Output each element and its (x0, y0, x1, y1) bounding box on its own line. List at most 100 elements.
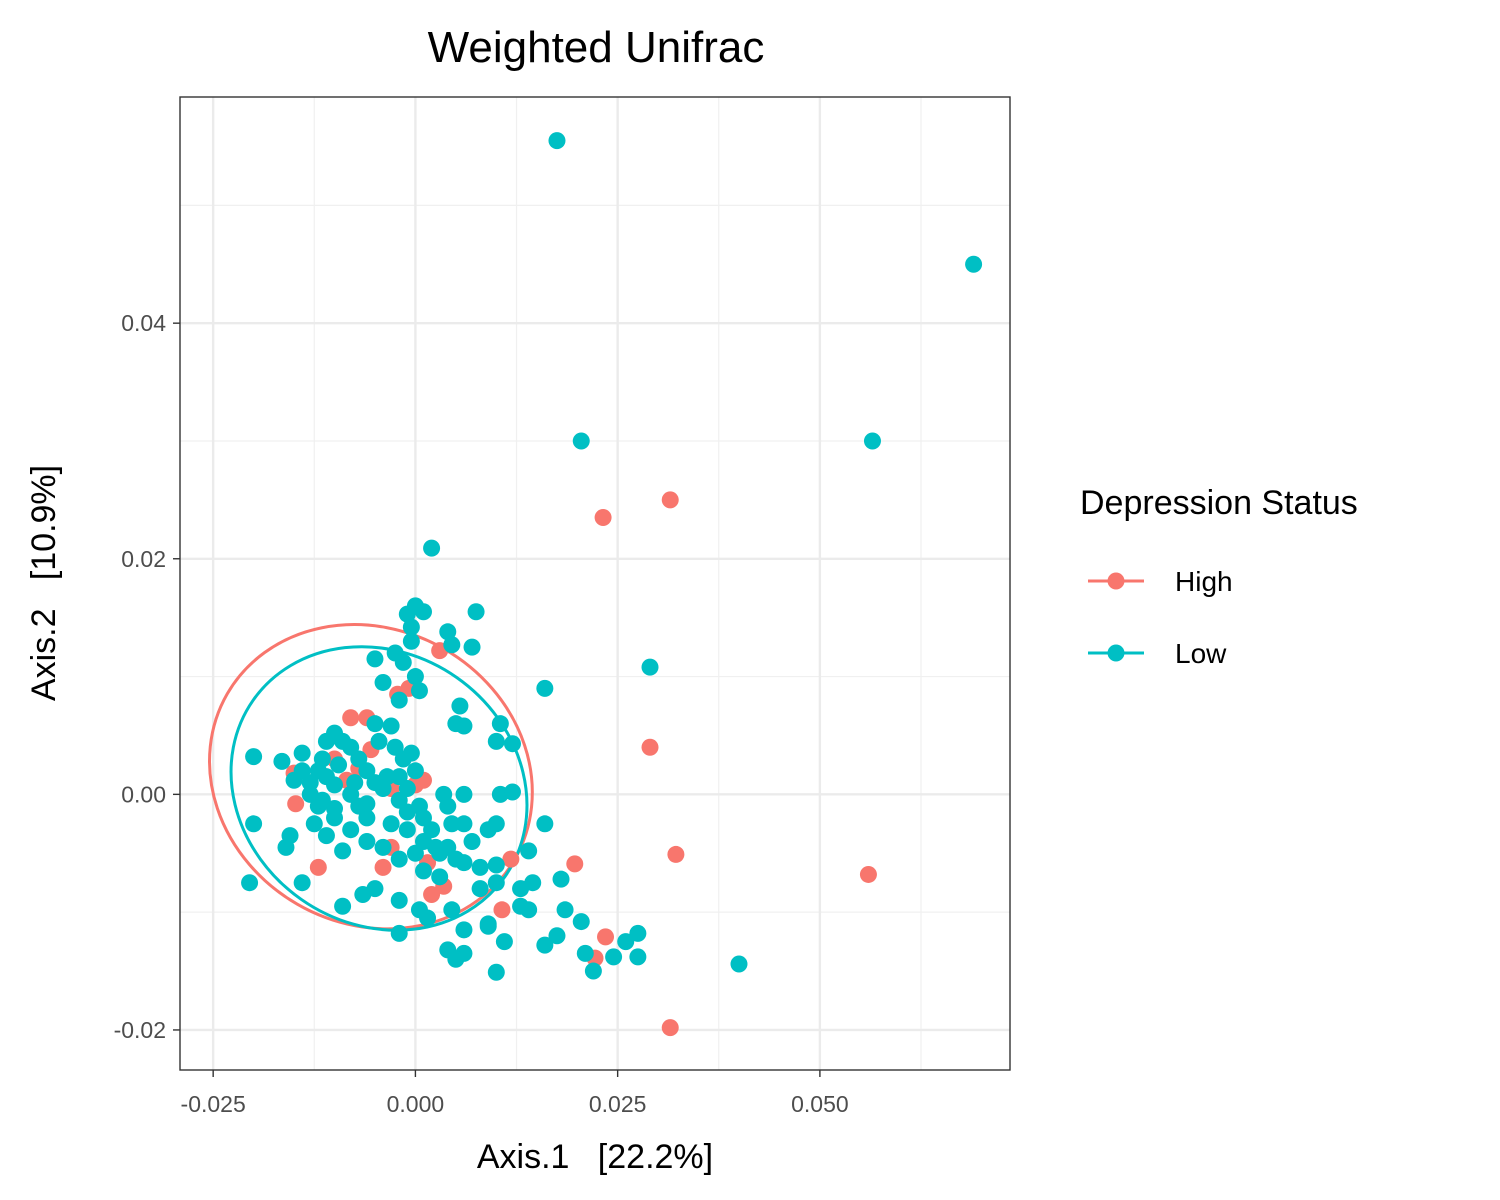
legend-key-point (1107, 644, 1125, 662)
point-low (358, 795, 376, 813)
point-low (629, 924, 647, 942)
point-low (419, 909, 437, 927)
point-low (293, 762, 311, 780)
point-high (661, 1019, 679, 1037)
point-low (390, 891, 408, 909)
point-low (398, 779, 416, 797)
point-low (342, 821, 360, 839)
point-low (374, 838, 392, 856)
point-low (330, 756, 348, 774)
point-high (309, 858, 327, 876)
legend-title: Depression Status (1080, 484, 1358, 522)
point-low (427, 838, 445, 856)
point-low (245, 815, 263, 833)
point-high (493, 901, 511, 919)
point-low (536, 936, 554, 954)
point-low (443, 901, 461, 919)
point-high (859, 865, 877, 883)
point-high (502, 850, 520, 868)
legend-label: High (1175, 566, 1233, 597)
point-low (463, 638, 481, 656)
point-low (370, 732, 388, 750)
point-low (293, 744, 311, 762)
point-low (406, 668, 424, 686)
x-axis-title: Axis.1 [22.2%] (477, 1138, 713, 1176)
point-low (641, 658, 659, 676)
point-low (378, 768, 396, 786)
point-low (447, 950, 465, 968)
point-low (863, 432, 881, 450)
point-low (487, 732, 505, 750)
point-low (443, 815, 461, 833)
point-low (390, 850, 408, 868)
point-low (552, 870, 570, 888)
point-low (313, 750, 331, 768)
point-low (443, 636, 461, 654)
point-low (572, 432, 590, 450)
legend-item-high: High (1088, 566, 1233, 597)
point-low (366, 715, 384, 733)
point-high (287, 795, 305, 813)
point-low (326, 776, 344, 794)
point-low (471, 880, 489, 898)
point-low (410, 682, 428, 700)
point-high (641, 738, 659, 756)
point-high (661, 491, 679, 509)
point-low (358, 832, 376, 850)
point-low (423, 539, 441, 557)
point-low (467, 603, 485, 621)
point-low (406, 597, 424, 615)
point-low (317, 732, 335, 750)
legend-item-low: Low (1088, 638, 1227, 669)
point-low (402, 618, 420, 636)
point-low (730, 955, 748, 973)
x-tick-label: 0.050 (791, 1091, 849, 1117)
point-low (390, 691, 408, 709)
point-low (390, 924, 408, 942)
point-low (455, 815, 473, 833)
point-low (520, 842, 538, 860)
point-low (354, 885, 372, 903)
point-low (366, 650, 384, 668)
point-high (594, 509, 612, 527)
point-low (431, 868, 449, 886)
point-low (402, 632, 420, 650)
y-tick-label: 0.04 (121, 310, 166, 336)
y-axis-title: Axis.2 [10.9%] (25, 465, 63, 701)
ellipse-low (229, 645, 529, 932)
point-low (463, 832, 481, 850)
legend: Depression Status High Low (1080, 484, 1358, 669)
point-low (346, 774, 364, 792)
point-low (447, 850, 465, 868)
point-low (358, 809, 376, 827)
point-low (334, 897, 352, 915)
point-low (471, 858, 489, 876)
point-high (423, 885, 441, 903)
point-low (487, 874, 505, 892)
point-low (536, 815, 554, 833)
point-low (495, 933, 513, 951)
point-low (273, 752, 291, 770)
point-low (455, 921, 473, 939)
point-low (965, 255, 983, 273)
point-low (334, 842, 352, 860)
point-low (479, 917, 497, 935)
legend-key-point (1107, 572, 1125, 590)
point-high (374, 858, 392, 876)
point-low (487, 963, 505, 981)
point-low (455, 785, 473, 803)
point-low (576, 944, 594, 962)
x-tick-label: 0.000 (387, 1091, 445, 1117)
point-low (293, 874, 311, 892)
point-low (305, 815, 323, 833)
point-low (435, 785, 453, 803)
point-low (491, 715, 509, 733)
point-low (402, 744, 420, 762)
chart-title: Weighted Unifrac (428, 23, 765, 72)
point-low (617, 933, 635, 951)
point-low (629, 948, 647, 966)
point-low (317, 827, 335, 845)
plot-border (179, 96, 1011, 1071)
point-low (503, 735, 521, 753)
